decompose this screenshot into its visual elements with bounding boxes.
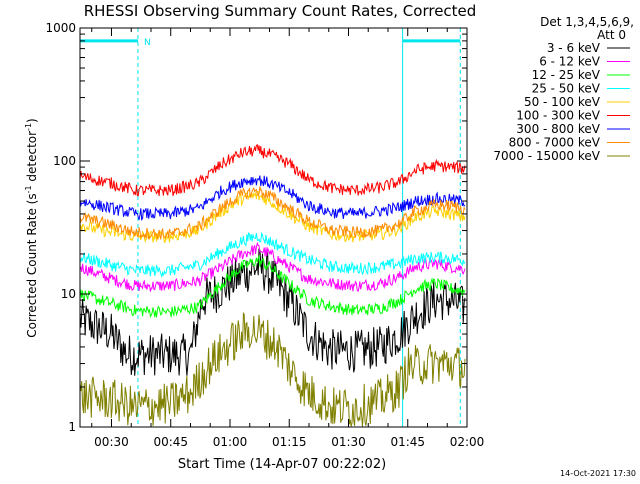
x-tick-label: 01:45 (390, 435, 425, 449)
legend-header-2: Att 0 (597, 28, 626, 42)
x-tick-label: 01:00 (213, 435, 248, 449)
legend-header-1: Det 1,3,4,5,6,9, (540, 15, 634, 29)
legend-label: 7000 - 15000 keV (493, 149, 600, 163)
y-tick-label: 1 (68, 420, 76, 434)
legend-label: 100 - 300 keV (516, 109, 600, 123)
x-tick-label: 00:45 (153, 435, 188, 449)
y-ticks: 1 10 100 1000 (45, 21, 467, 434)
y-axis-label-sup2: -1 (24, 123, 33, 131)
y-axis-label-main: Corrected Count Rate (s (25, 193, 39, 337)
y-tick-label: 100 (53, 154, 76, 168)
footer-timestamp: 14-Oct-2021 17:30 (560, 469, 636, 478)
series-line-3 (79, 231, 466, 279)
x-tick-label: 01:30 (331, 435, 366, 449)
series-line-0 (79, 248, 466, 376)
legend-label: 50 - 100 keV (524, 95, 601, 109)
y-axis-label-mid: detector (25, 131, 39, 186)
series-group (79, 144, 466, 427)
x-tick-label: 02:00 (450, 435, 485, 449)
plot-frame (79, 27, 468, 428)
y-axis-label: Corrected Count Rate (s-1 detector-1) (24, 118, 39, 337)
night-band-label: N (144, 38, 151, 48)
series-line-1 (79, 241, 466, 293)
series-line-2 (79, 254, 466, 319)
chart-title: RHESSI Observing Summary Count Rates, Co… (84, 2, 477, 20)
x-tick-label: 01:15 (272, 435, 307, 449)
series-line-5 (79, 144, 466, 197)
series-line-7 (79, 186, 466, 240)
y-axis-label-sup1: -1 (24, 185, 33, 193)
legend-label: 6 - 12 keV (539, 55, 601, 69)
x-tick-label: 00:30 (94, 435, 129, 449)
y-tick-label: 10 (61, 287, 76, 301)
y-tick-label: 1000 (45, 21, 76, 35)
series-line-6 (79, 175, 466, 222)
legend-label: 25 - 50 keV (532, 82, 601, 96)
legend-label: 800 - 7000 keV (509, 136, 601, 150)
series-line-8 (79, 311, 466, 427)
legend-label: 300 - 800 keV (516, 122, 600, 136)
legend-label: 3 - 6 keV (547, 41, 601, 55)
y-axis-label-end: ) (25, 118, 39, 123)
legend-label: 12 - 25 keV (532, 68, 601, 82)
x-ticks: 00:30 00:45 01:00 01:15 01:30 01:45 02:00 (91, 28, 485, 449)
x-axis-label: Start Time (14-Apr-07 00:22:02) (178, 457, 386, 472)
